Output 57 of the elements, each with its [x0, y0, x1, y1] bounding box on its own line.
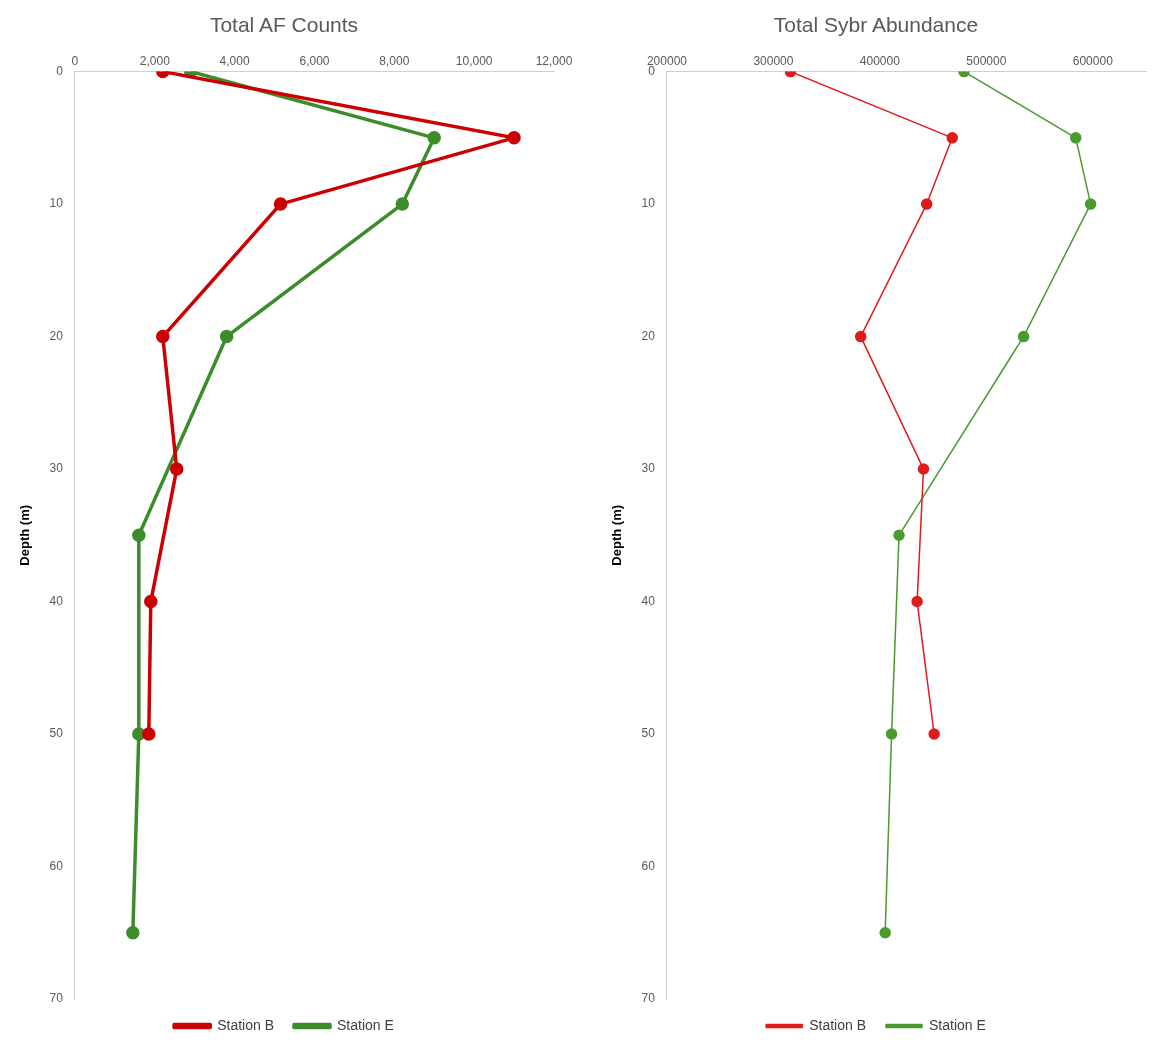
legend-label: Station B: [217, 1016, 275, 1033]
point: [879, 927, 891, 939]
point: [885, 728, 898, 740]
point: [854, 330, 867, 343]
point: [1069, 132, 1082, 144]
y-tick-label: 20: [641, 328, 656, 343]
point: [920, 198, 933, 210]
chart-title: Total Sybr Abundance: [773, 13, 979, 37]
y-tick-label: 60: [641, 858, 656, 873]
point: [144, 594, 158, 609]
y-tick-label: 40: [49, 593, 64, 608]
x-tick-label: 4,000: [219, 53, 250, 68]
y-tick-label: 30: [49, 461, 64, 476]
x-tick-label: 2,000: [139, 53, 171, 68]
point: [917, 463, 930, 475]
legend-label: Station B: [809, 1016, 867, 1033]
y-tick-label: 0: [56, 63, 64, 78]
y-axis-title: Depth (m): [17, 504, 33, 566]
x-tick-label: 12,000: [535, 53, 573, 68]
point: [507, 131, 521, 145]
point: [1017, 330, 1030, 343]
x-tick-label: 500000: [966, 53, 1007, 68]
point: [273, 197, 288, 211]
y-tick-label: 50: [641, 726, 656, 741]
point: [170, 462, 184, 476]
x-tick-label: 6,000: [299, 53, 330, 68]
chart-title: Total AF Counts: [209, 13, 359, 37]
x-tick-label: 8,000: [379, 53, 410, 68]
point: [132, 528, 146, 543]
point: [219, 329, 234, 344]
x-tick-label: 600000: [1072, 53, 1114, 68]
point: [427, 131, 441, 145]
point: [1084, 198, 1097, 210]
point: [156, 329, 170, 344]
y-tick-label: 70: [49, 991, 64, 1006]
point: [893, 529, 905, 542]
y-tick-label: 70: [641, 991, 656, 1006]
point: [911, 595, 923, 608]
legend-label: Station E: [337, 1016, 394, 1033]
point: [928, 728, 940, 740]
point: [395, 197, 410, 211]
y-tick-label: 40: [641, 593, 656, 608]
y-tick-label: 10: [49, 196, 64, 211]
x-tick-label: 400000: [859, 53, 901, 68]
x-tick-label: 300000: [753, 53, 794, 68]
point: [946, 132, 958, 144]
y-axis-title: Depth (m): [609, 504, 625, 566]
point: [126, 926, 140, 940]
y-tick-label: 10: [641, 196, 656, 211]
y-tick-label: 50: [49, 726, 64, 741]
legend-label: Station E: [929, 1016, 986, 1033]
y-tick-label: 30: [641, 461, 656, 476]
point: [142, 727, 156, 741]
x-tick-label: 0: [71, 53, 79, 68]
y-tick-label: 60: [49, 858, 64, 873]
x-tick-label: 10,000: [455, 53, 493, 68]
y-tick-label: 20: [49, 328, 64, 343]
